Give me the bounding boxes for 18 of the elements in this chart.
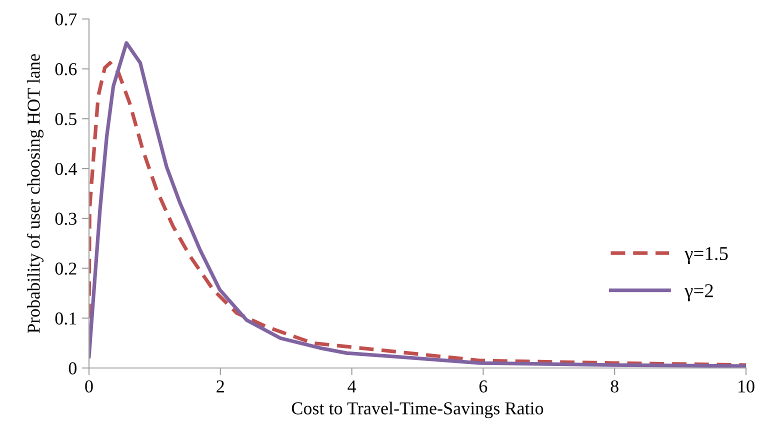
- y-tick-label: 0.1: [55, 312, 76, 325]
- y-tick-label: 0.4: [55, 162, 77, 176]
- y-axis-title: Probability of user choosing HOT lane: [26, 54, 44, 333]
- x-axis-title: Cost to Travel-Time-Savings Ratio: [292, 402, 544, 418]
- y-tick-label: 0: [68, 362, 77, 374]
- x-tick-label: 8: [610, 380, 618, 393]
- x-tick-label: 6: [479, 380, 488, 393]
- y-tick-label: 0.7: [55, 13, 77, 26]
- y-tick-label: 0.5: [55, 112, 76, 126]
- y-tick-label: 0.3: [55, 212, 76, 225]
- y-tick-label: 0.6: [55, 63, 77, 76]
- x-tick-label: 10: [738, 380, 754, 393]
- x-tick-label: 0: [85, 380, 93, 393]
- x-tick-label: 4: [348, 380, 356, 392]
- y-tick-label: 0.2: [55, 262, 76, 275]
- legend-label: γ=1.5: [684, 247, 728, 264]
- x-tick-label: 2: [216, 380, 224, 392]
- legend-label: γ=2: [684, 284, 713, 302]
